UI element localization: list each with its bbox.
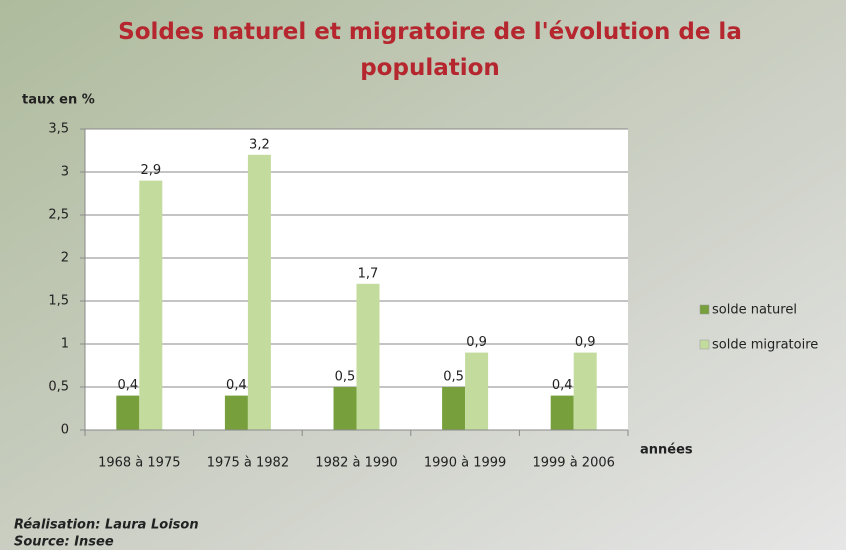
x-tick-label: 1968 à 1975 <box>98 456 180 471</box>
data-label: 3,2 <box>249 137 270 152</box>
bar <box>333 387 357 430</box>
legend-swatch <box>699 304 710 315</box>
x-tick-label: 1990 à 1999 <box>424 456 506 471</box>
data-label: 0,4 <box>117 378 138 393</box>
legend-swatch <box>699 339 710 350</box>
data-label: 0,9 <box>575 335 596 350</box>
y-tick-label: 0,5 <box>48 380 69 395</box>
legend-label: solde naturel <box>712 303 797 318</box>
bar <box>247 154 271 431</box>
bar <box>442 387 466 430</box>
data-label: 1,7 <box>358 266 379 281</box>
x-tick-label: 1999 à 2006 <box>532 456 614 471</box>
bar <box>224 395 248 430</box>
y-tick-label: 3 <box>61 165 69 180</box>
y-axis-label: taux en % <box>22 93 95 108</box>
bar <box>116 395 140 430</box>
bar <box>465 352 489 430</box>
x-axis-label: années <box>640 443 693 458</box>
y-tick-label: 1 <box>61 337 69 352</box>
data-label: 0,4 <box>226 378 247 393</box>
footer: Réalisation: Laura Loison <box>14 518 199 533</box>
data-label: 2,9 <box>140 163 161 178</box>
y-tick-label: 2 <box>61 251 69 266</box>
bar <box>550 395 574 430</box>
y-tick-label: 2,5 <box>48 208 69 223</box>
y-tick-label: 0 <box>61 423 69 438</box>
data-label: 0,9 <box>466 335 487 350</box>
y-tick-label: 1,5 <box>48 294 69 309</box>
legend-label: solde migratoire <box>712 338 818 353</box>
bar <box>573 352 597 430</box>
x-tick-label: 1975 à 1982 <box>207 456 289 471</box>
x-tick-label: 1982 à 1990 <box>315 456 397 471</box>
data-label: 0,4 <box>552 378 573 393</box>
footer: Source: Insee <box>14 535 114 550</box>
y-tick-label: 3,5 <box>48 122 69 137</box>
bar <box>139 180 163 430</box>
data-label: 0,5 <box>443 370 464 385</box>
chart-title: Soldes naturel et migratoire de l'évolut… <box>118 19 742 81</box>
bar <box>356 283 380 430</box>
data-label: 0,5 <box>335 370 356 385</box>
